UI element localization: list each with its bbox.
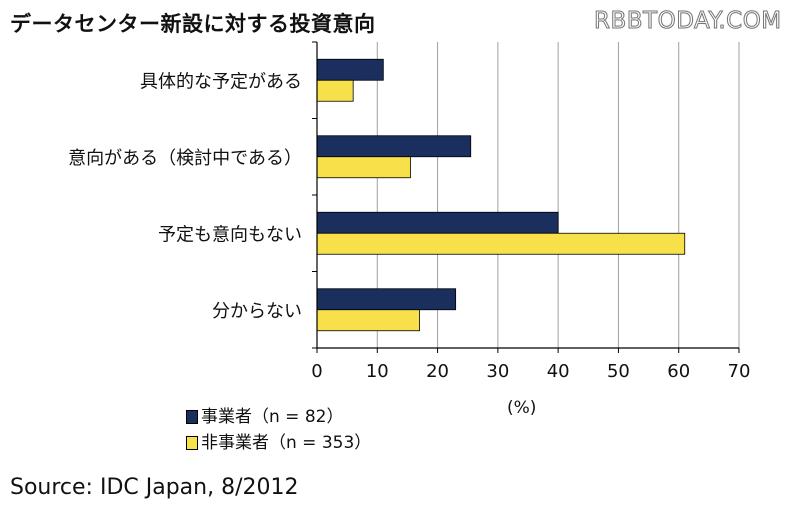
bar-series1 [316,288,457,311]
bar-series2 [316,79,354,102]
bar-series2 [316,156,411,179]
legend: 事業者（n = 82） 非事業者（n = 353） [186,404,371,456]
legend-label-series1: 事業者（n = 82） [201,406,344,427]
legend-item-series2: 非事業者（n = 353） [186,430,371,456]
x-tick-label: 20 [426,361,449,382]
chart-title: データセンター新設に対する投資意向 [10,12,376,36]
source-note: Source: IDC Japan, 8/2012 [10,475,299,500]
watermark-logo: RBBTODAY.COM [594,8,782,35]
bar-series1 [316,211,559,234]
x-tick-label: 50 [607,361,630,382]
legend-item-series1: 事業者（n = 82） [186,404,371,430]
category-label: 予定も意向もない [158,224,302,245]
legend-swatch-series2 [186,436,198,450]
category-label: 具体的な予定がある [140,71,302,92]
category-label: 分からない [212,301,302,322]
bar-series1 [316,135,472,158]
x-tick-label: 60 [667,361,690,382]
legend-label-series2: 非事業者（n = 353） [201,432,372,453]
x-tick-label: 0 [311,361,322,382]
x-tick-label: 40 [547,361,570,382]
x-tick-label: 30 [486,361,509,382]
x-tick-label: 70 [728,361,751,382]
category-label: 意向がある（検討中である） [68,148,302,169]
legend-swatch-series1 [186,410,198,424]
bar-series1 [316,58,384,81]
x-axis-unit-label: (%) [507,398,537,418]
x-tick-label: 10 [366,361,389,382]
bar-series2 [316,309,420,332]
bar-series2 [316,232,686,255]
